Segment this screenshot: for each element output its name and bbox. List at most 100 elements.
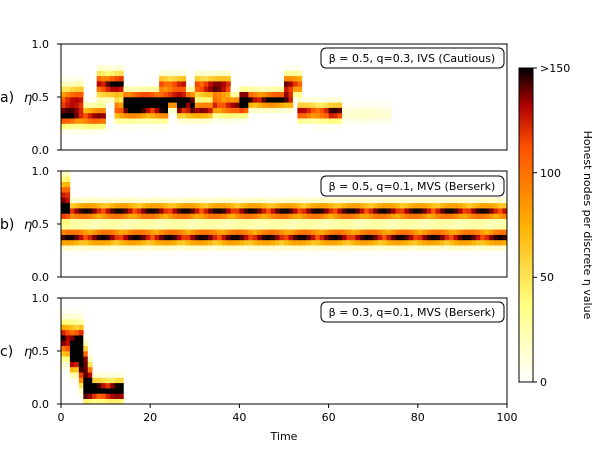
heatmap-cell <box>489 224 494 230</box>
heatmap-cell <box>337 197 343 204</box>
heatmap-cell <box>172 81 178 87</box>
heatmap-cell <box>199 70 205 77</box>
heatmap-cell <box>159 107 164 114</box>
heatmap-cell <box>118 75 124 82</box>
heatmap-cell <box>431 224 436 230</box>
heatmap-cell <box>341 245 347 251</box>
heatmap-cell <box>413 229 419 235</box>
heatmap-cell <box>83 335 89 341</box>
heatmap-cell <box>239 86 245 92</box>
heatmap-cell <box>74 313 80 320</box>
heatmap-cell <box>292 81 298 87</box>
heatmap-cell <box>364 208 370 214</box>
heatmap-cell <box>221 112 227 119</box>
heatmap-cell <box>154 123 160 130</box>
heatmap-cell <box>136 213 142 219</box>
heatmap-cell <box>61 356 66 362</box>
heatmap-cell <box>346 202 352 209</box>
x-tick-label: 80 <box>411 411 425 424</box>
heatmap-cell <box>150 218 155 225</box>
heatmap-cell <box>194 118 200 124</box>
heatmap-cell <box>252 97 258 103</box>
heatmap-cell <box>337 112 343 119</box>
heatmap-cell <box>69 118 75 124</box>
heatmap-cell <box>190 91 196 98</box>
heatmap-cell <box>275 91 280 98</box>
heatmap-cell <box>377 218 383 225</box>
heatmap-cell <box>136 123 142 130</box>
heatmap-cell <box>69 361 75 368</box>
heatmap-cell <box>212 213 218 219</box>
heatmap-cell <box>69 112 75 119</box>
heatmap-cell <box>315 197 320 204</box>
heatmap-cell <box>493 213 499 219</box>
heatmap-cell <box>101 70 106 77</box>
heatmap-cell <box>87 107 93 114</box>
panel-letter-a: a) <box>0 90 14 106</box>
heatmap-cell <box>92 234 97 241</box>
heatmap-cell <box>382 202 387 209</box>
heatmap-cell <box>297 218 303 225</box>
heatmap-cell <box>168 234 173 241</box>
heatmap-cell <box>239 102 245 108</box>
heatmap-cell <box>185 197 191 204</box>
heatmap-cell <box>78 91 84 98</box>
heatmap-cell <box>243 107 249 114</box>
heatmap-cell <box>266 197 271 204</box>
heatmap-cell <box>386 224 392 230</box>
heatmap-cell <box>176 118 182 124</box>
heatmap-cell <box>475 213 481 219</box>
heatmap-cell <box>243 86 249 92</box>
heatmap-cell <box>74 377 80 384</box>
heatmap-cell <box>270 224 276 230</box>
heatmap-cell <box>69 197 75 204</box>
heatmap-cell <box>212 229 218 235</box>
heatmap-cell <box>159 229 164 235</box>
heatmap-cell <box>181 91 187 98</box>
heatmap-cell <box>92 382 97 389</box>
heatmap-cell <box>431 202 436 209</box>
heatmap-cell <box>181 224 187 230</box>
heatmap-cell <box>168 218 173 225</box>
heatmap-cell <box>96 97 102 103</box>
heatmap-cell <box>252 234 258 241</box>
heatmap-cell <box>105 208 111 214</box>
heatmap-cell <box>324 112 329 119</box>
heatmap-cell <box>457 208 463 214</box>
heatmap-cell <box>306 239 312 246</box>
heatmap-cell <box>395 224 401 230</box>
y-tick-label: 0.0 <box>32 144 50 157</box>
heatmap-cell <box>154 213 160 219</box>
heatmap-cell <box>101 224 106 230</box>
heatmap-cell <box>440 239 445 246</box>
heatmap-cell <box>221 197 227 204</box>
heatmap-cell <box>145 213 151 219</box>
heatmap-cell <box>373 208 378 214</box>
heatmap-cell <box>105 75 111 82</box>
heatmap-cell <box>181 245 187 251</box>
heatmap-cell <box>498 245 503 251</box>
heatmap-cell <box>417 197 423 204</box>
heatmap-cell <box>306 218 312 225</box>
heatmap-cell <box>69 335 75 341</box>
heatmap-cell <box>199 86 205 92</box>
heatmap-cell <box>257 97 262 103</box>
heatmap-cell <box>61 91 66 98</box>
heatmap-cell <box>346 245 352 251</box>
heatmap-cell <box>61 208 66 214</box>
heatmap-cell <box>83 218 89 225</box>
heatmap-cell <box>65 107 71 114</box>
heatmap-cell <box>65 176 71 182</box>
heatmap-cell <box>101 86 106 92</box>
heatmap-cell <box>297 75 303 82</box>
heatmap-cell <box>114 75 120 82</box>
heatmap-cell <box>208 102 213 108</box>
heatmap-cell <box>145 208 151 214</box>
heatmap-cell <box>301 208 307 214</box>
heatmap-cell <box>319 102 325 108</box>
heatmap-cell <box>252 218 258 225</box>
heatmap-cell <box>181 239 187 246</box>
colorbar-gradient <box>518 67 534 383</box>
heatmap-cell <box>96 70 102 77</box>
heatmap-cell <box>324 118 329 124</box>
